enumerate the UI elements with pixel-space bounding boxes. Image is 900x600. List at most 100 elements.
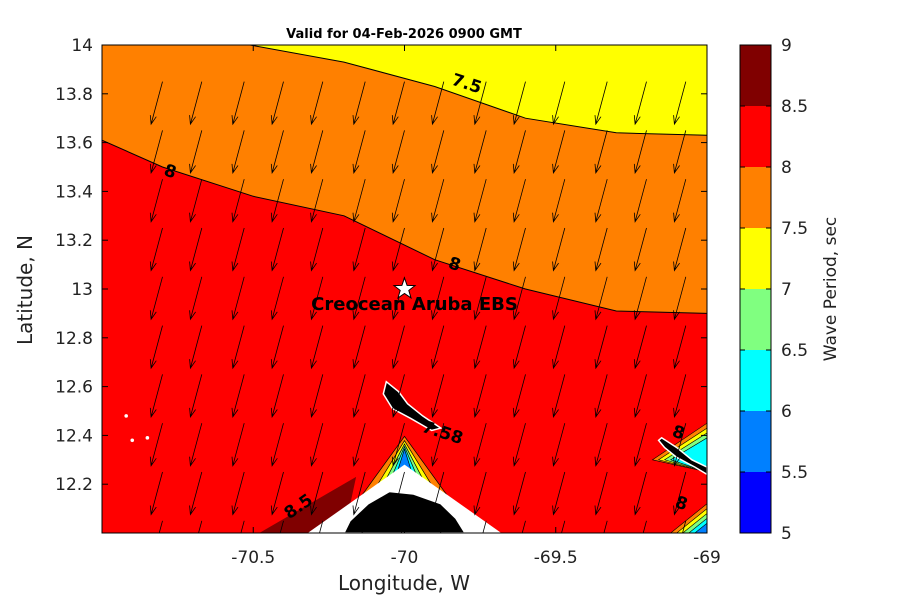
direction-arrow bbox=[431, 227, 445, 272]
station-layer: Creocean Aruba EBS bbox=[311, 276, 518, 315]
direction-arrow bbox=[149, 227, 163, 272]
direction-arrow bbox=[552, 81, 566, 126]
islet-2 bbox=[145, 436, 150, 440]
y-tick-label: 13.8 bbox=[55, 85, 93, 105]
direction-arrow bbox=[391, 81, 405, 126]
direction-arrow bbox=[431, 423, 445, 467]
land-curacao bbox=[657, 436, 707, 476]
direction-arrow bbox=[310, 471, 324, 516]
direction-arrow bbox=[552, 423, 566, 467]
direction-arrow bbox=[352, 423, 366, 467]
direction-arrow bbox=[189, 374, 203, 419]
direction-arrow bbox=[431, 130, 445, 175]
direction-arrow bbox=[231, 130, 245, 175]
direction-arrow bbox=[149, 325, 163, 370]
y-tick-label: 12.2 bbox=[55, 475, 93, 495]
direction-arrow bbox=[149, 471, 163, 516]
x-axis-label: Longitude, W bbox=[338, 571, 470, 595]
direction-arrow bbox=[391, 471, 405, 516]
direction-arrow bbox=[158, 520, 163, 533]
direction-arrow bbox=[594, 227, 608, 272]
x-tick-label: -69 bbox=[693, 548, 721, 568]
direction-arrow bbox=[512, 179, 526, 223]
direction-arrow bbox=[431, 471, 445, 516]
direction-arrow bbox=[310, 179, 324, 223]
direction-arrow bbox=[552, 179, 566, 223]
direction-arrow bbox=[270, 374, 284, 419]
direction-arrow bbox=[673, 179, 687, 223]
direction-arrow bbox=[512, 276, 526, 321]
direction-arrow bbox=[642, 520, 647, 533]
direction-arrow bbox=[682, 520, 687, 533]
direction-arrow bbox=[482, 520, 487, 533]
direction-arrow bbox=[391, 423, 405, 467]
islet-1 bbox=[130, 438, 135, 443]
direction-arrow bbox=[231, 81, 245, 126]
direction-arrow bbox=[633, 471, 647, 516]
direction-arrow bbox=[270, 130, 284, 175]
direction-arrow bbox=[552, 130, 566, 175]
y-tick-label: 13.2 bbox=[55, 231, 93, 251]
colorbar-segment bbox=[740, 106, 771, 167]
x-tick-label: -69.5 bbox=[534, 548, 578, 568]
station-label: Creocean Aruba EBS bbox=[311, 294, 518, 315]
colorbar-tick-label: 7 bbox=[781, 280, 792, 300]
contour-label: 8 bbox=[670, 422, 687, 445]
direction-arrow bbox=[352, 276, 366, 321]
direction-arrow bbox=[270, 276, 284, 321]
direction-arrow bbox=[240, 520, 245, 533]
direction-arrow bbox=[149, 276, 163, 321]
direction-arrow bbox=[473, 179, 487, 223]
direction-arrow bbox=[633, 423, 647, 467]
x-axis: -70.5 -70 -69.5 -69 bbox=[231, 45, 721, 568]
y-tick-label: 13.6 bbox=[55, 134, 93, 154]
direction-arrow bbox=[431, 374, 445, 419]
direction-arrow bbox=[673, 227, 687, 272]
direction-arrow bbox=[270, 471, 284, 516]
direction-arrow bbox=[552, 227, 566, 272]
land-paraguana-peninsula bbox=[343, 490, 466, 533]
direction-arrow bbox=[189, 471, 203, 516]
direction-arrow bbox=[391, 227, 405, 272]
direction-arrow bbox=[594, 374, 608, 419]
y-tick-label: 12.4 bbox=[55, 426, 93, 446]
direction-arrow bbox=[633, 325, 647, 370]
direction-arrow bbox=[352, 130, 366, 175]
direction-arrow bbox=[279, 520, 284, 533]
colorbar-segment bbox=[740, 289, 771, 350]
colorbar-tick-label: 6.5 bbox=[781, 341, 808, 361]
colorbar-segment bbox=[740, 228, 771, 289]
direction-arrow bbox=[473, 130, 487, 175]
x-tick-label: -70 bbox=[391, 548, 419, 568]
direction-arrow bbox=[189, 423, 203, 467]
colorbar-segment bbox=[740, 350, 771, 411]
y-tick-label: 13 bbox=[71, 280, 93, 300]
contour-line-7-5 bbox=[247, 45, 707, 136]
direction-arrow bbox=[319, 520, 324, 533]
direction-arrow bbox=[189, 179, 203, 223]
direction-arrow bbox=[594, 325, 608, 370]
direction-arrow bbox=[231, 471, 245, 516]
islet-0 bbox=[124, 414, 128, 418]
direction-arrow bbox=[633, 130, 647, 175]
direction-arrow bbox=[473, 471, 487, 516]
y-axis-label: Latitude, N bbox=[13, 235, 37, 345]
direction-arrow bbox=[594, 276, 608, 321]
y-tick-label: 14 bbox=[71, 36, 93, 56]
direction-arrow bbox=[473, 81, 487, 126]
direction-arrow bbox=[231, 374, 245, 419]
contour-label: 8 bbox=[446, 253, 463, 276]
chart-title: Valid for 04-Feb-2026 0900 GMT bbox=[286, 27, 522, 42]
direction-arrow bbox=[594, 471, 608, 516]
direction-arrow bbox=[594, 130, 608, 175]
region-7-to-7.5 bbox=[249, 45, 707, 136]
direction-arrow bbox=[673, 130, 687, 175]
direction-arrow bbox=[189, 276, 203, 321]
direction-arrow bbox=[189, 130, 203, 175]
direction-arrow bbox=[270, 81, 284, 126]
station-star-marker[interactable] bbox=[392, 276, 417, 300]
direction-arrow bbox=[512, 423, 526, 467]
direction-arrow bbox=[352, 374, 366, 419]
